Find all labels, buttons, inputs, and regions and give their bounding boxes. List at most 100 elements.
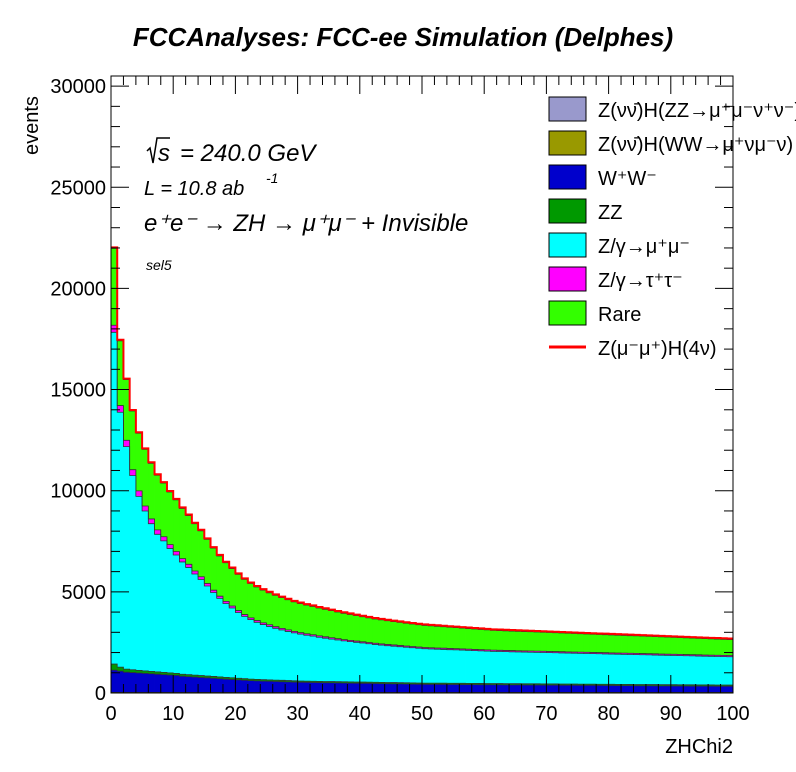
bar [378, 643, 386, 646]
bar [384, 682, 392, 684]
bar [540, 632, 547, 652]
x-tick-label: 40 [349, 703, 371, 725]
bar [241, 579, 249, 615]
bar [608, 634, 616, 653]
bar [565, 685, 572, 693]
bar [596, 652, 603, 654]
bar [502, 650, 510, 652]
bar [241, 614, 249, 617]
y-tick-label: 5000 [62, 582, 107, 604]
bar [247, 617, 255, 620]
bar [142, 673, 149, 693]
lumi-text: L = 10.8 ab [144, 178, 244, 200]
bar [204, 677, 211, 693]
bar [154, 674, 162, 693]
bar [185, 515, 193, 565]
bar [471, 650, 479, 684]
bar [198, 576, 205, 580]
bar [278, 629, 286, 681]
legend-swatch [548, 266, 587, 292]
bar [291, 682, 298, 693]
selection-text: sel5 [146, 257, 172, 273]
bar [303, 681, 311, 683]
bar [490, 684, 498, 693]
bar [726, 656, 734, 686]
x-tick-label: 100 [716, 703, 749, 725]
bar [216, 596, 224, 599]
bar [440, 683, 448, 685]
legend-label: Z/γ→τ⁺τ⁻ [598, 270, 683, 292]
bar [571, 684, 578, 686]
bar [247, 619, 255, 680]
bar [521, 631, 529, 651]
bar [191, 677, 199, 693]
bar [210, 548, 218, 591]
bar [210, 678, 218, 693]
series-4 [111, 332, 734, 686]
bar [552, 652, 560, 684]
bar [484, 649, 491, 652]
x-tick-label: 90 [660, 703, 682, 725]
bar [341, 639, 348, 641]
bar [328, 639, 336, 682]
bar [645, 636, 653, 654]
bar [353, 681, 361, 684]
bar [210, 676, 218, 679]
bar [552, 683, 560, 686]
bar [658, 685, 665, 693]
bar [210, 590, 218, 593]
bar [446, 627, 454, 649]
bar [627, 685, 634, 693]
bar [670, 684, 678, 686]
bar [191, 523, 199, 572]
bar [334, 611, 342, 639]
bar [453, 648, 460, 650]
bar [490, 683, 498, 685]
bar [502, 683, 510, 685]
legend-item: W⁺W⁻ [548, 164, 657, 190]
bar [726, 686, 734, 693]
bar [577, 684, 585, 686]
x-tick-label: 30 [286, 703, 308, 725]
bar [291, 631, 298, 633]
bar [571, 685, 578, 693]
x-tick-label: 60 [473, 703, 495, 725]
bar [415, 684, 423, 693]
bar [484, 651, 491, 684]
bar [397, 683, 404, 693]
bar [614, 654, 622, 685]
bar [222, 603, 230, 678]
bar [204, 583, 211, 586]
bar [409, 624, 417, 647]
bar [334, 639, 342, 682]
legend-item: Z/γ→τ⁺τ⁻ [548, 266, 683, 292]
bar [596, 653, 603, 685]
bar [658, 636, 665, 654]
bar [465, 649, 473, 651]
bar [179, 674, 187, 677]
bar [527, 683, 535, 685]
bar [390, 621, 398, 645]
bar [509, 683, 516, 685]
bar [260, 590, 267, 623]
bar [720, 655, 728, 657]
bar [179, 558, 187, 562]
bar [372, 683, 379, 693]
bar [148, 671, 155, 674]
bar [608, 685, 616, 693]
bar [422, 648, 429, 684]
bar [341, 682, 348, 693]
bar [278, 628, 286, 630]
bar [670, 637, 678, 655]
bar [490, 630, 498, 651]
bar [645, 654, 653, 685]
bar [229, 568, 236, 606]
bar [148, 463, 155, 519]
bar [708, 656, 715, 685]
bar [378, 682, 386, 684]
bar [254, 680, 261, 693]
bar [166, 672, 174, 675]
bar [285, 681, 292, 693]
bar [235, 574, 243, 611]
bar [160, 483, 168, 537]
